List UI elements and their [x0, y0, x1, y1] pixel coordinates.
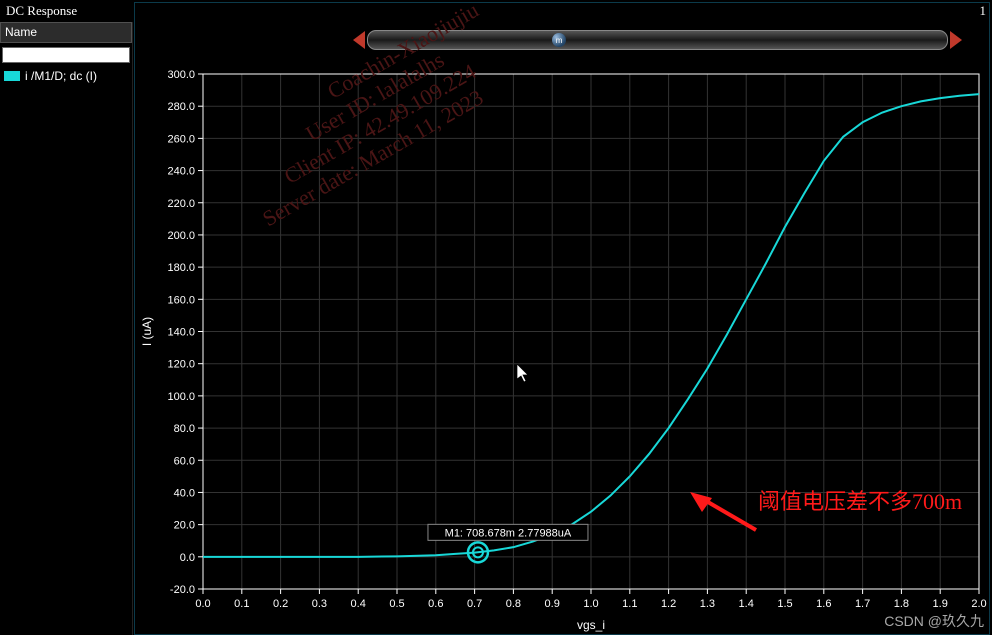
- legend-header: Name: [0, 22, 132, 43]
- legend-label: i /M1/D; dc (I): [25, 69, 97, 83]
- window-title: DC Response: [6, 3, 77, 19]
- name-input[interactable]: [2, 47, 130, 63]
- chart-border: [134, 2, 990, 635]
- legend-item[interactable]: i /M1/D; dc (I): [0, 65, 132, 87]
- csdn-watermark: CSDN @玖久九: [884, 611, 984, 631]
- legend-swatch: [4, 71, 20, 81]
- name-input-row: [0, 43, 132, 65]
- legend-panel: Name i /M1/D; dc (I): [0, 22, 133, 635]
